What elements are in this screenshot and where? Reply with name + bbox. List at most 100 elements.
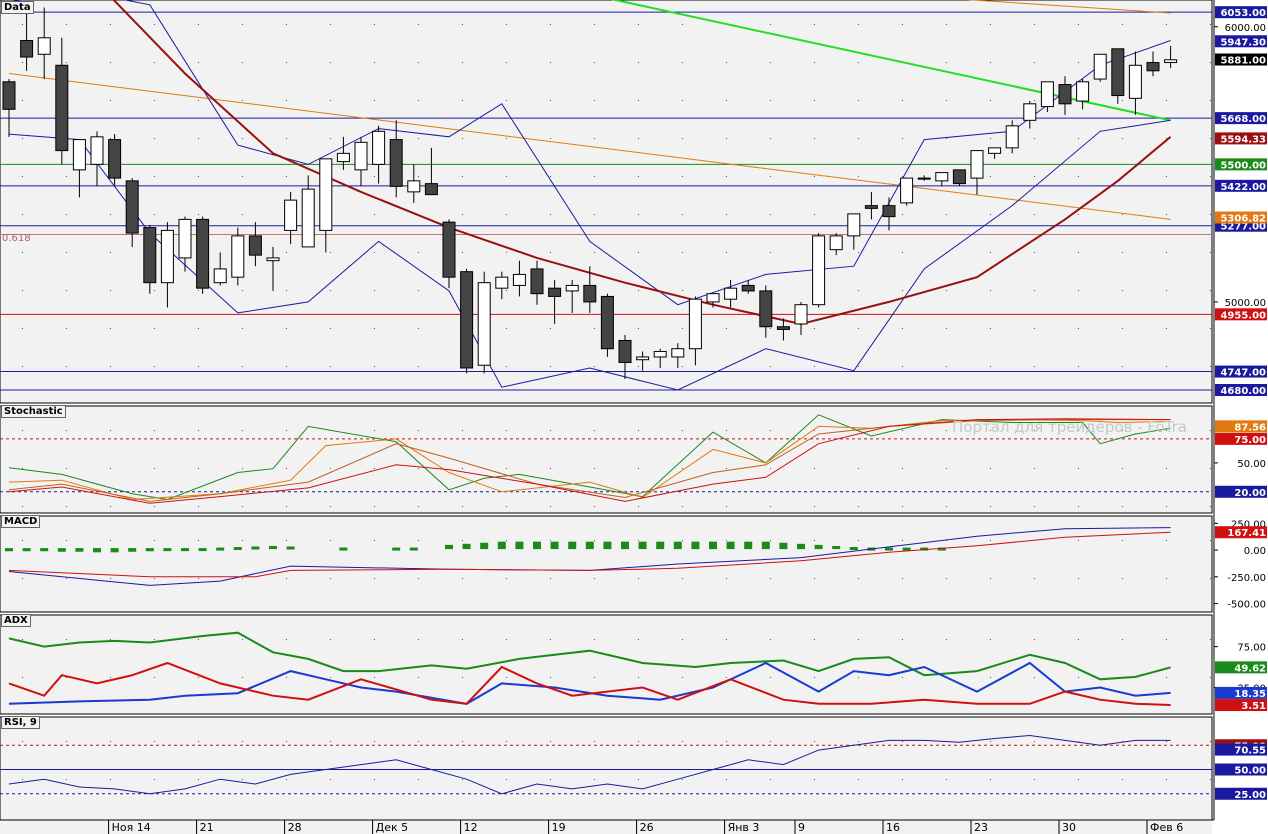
macd-histogram-bar [568,541,577,550]
macd-histogram-bar [198,548,207,552]
macd-histogram-bar [550,541,559,550]
stoch-level-tag-bg [1215,432,1267,445]
adx-value-tag-bg [1215,686,1267,699]
candle [442,221,456,278]
candle [952,169,966,185]
macd-signal-line [8,531,1171,578]
candle [812,235,826,306]
macd-line [8,527,1171,586]
macd-histogram-bar [638,541,647,550]
rsi-value-tag: 70.55 [1234,746,1266,757]
candle [372,130,386,165]
macd-histogram-bar [779,542,788,550]
stochastic-panel-grid-dots [22,430,1211,507]
macd-histogram-bar [480,542,489,550]
macd-panel-grid-dots [22,540,1211,579]
macd-histogram-bar [797,543,805,550]
candle [2,81,16,110]
stoch-line-3 [8,418,1171,504]
x-tick-label: 19 [552,821,566,834]
x-tick-label: 21 [200,821,214,834]
x-tick-label: Дек 5 [376,821,409,834]
macd-axis-label: 0.00 [1244,546,1266,557]
macd-axis-label: -500.00 [1227,600,1266,611]
bollinger-upper [8,0,1171,306]
macd-histogram-bar [849,547,858,551]
macd-axis-label: 250.00 [1231,519,1266,530]
candle [882,205,896,218]
candle [1128,64,1142,99]
rsi-level-tag-bg [1215,787,1267,800]
rsi-level-tag-bg [1215,763,1267,776]
candle [20,40,34,58]
fib-level-label: 0.618 [2,233,31,244]
candle [196,218,210,289]
price-tag-bg [1215,211,1267,224]
candle [37,37,51,55]
x-tick-label: 12 [464,821,478,834]
x-tick-label: Янв 3 [728,821,760,834]
price-tag-bg [1215,35,1267,48]
macd-axis-label: -250.00 [1227,573,1266,584]
macd-value-tag-bg [1215,526,1267,539]
candle [1058,84,1072,105]
price-level-tag: 4747.00 [1220,368,1266,379]
orange-trend-line-1 [965,0,1171,14]
price-level-tag-bg [1215,383,1267,396]
candle [794,304,808,325]
price-level-tag-bg [1215,365,1267,378]
candle [301,188,315,248]
price-tag: 5881.00 [1220,56,1266,67]
macd-histogram-bar [163,548,172,552]
adx-line-2 [8,661,1171,706]
price-tag: 5306.82 [1220,214,1266,225]
price-tag-bg [1215,53,1267,66]
price-level-tag: 4955.00 [1220,310,1266,321]
panel-title-data: Data [1,1,34,14]
price-level-tag: 5277.00 [1220,222,1266,233]
price-level-tag: 5500.00 [1220,160,1266,171]
candle [776,326,790,330]
adx-value-tag-bg [1215,699,1267,712]
stoch-value-tag: 87.56 [1234,422,1266,433]
rsi-panel-bg [0,716,1213,821]
price-level-tag: 4680.00 [1220,386,1266,397]
orange-trend-line-0 [8,73,1171,220]
price-tag-bg [1215,132,1267,145]
price-level-tag: 5668.00 [1220,114,1266,125]
candle [724,287,738,300]
adx-value-tag: 18.35 [1234,689,1266,700]
adx-line-0 [8,631,1171,681]
candle [407,180,421,193]
candle [988,147,1002,154]
candle [741,284,755,292]
candle [143,227,157,284]
stoch-value-tag-bg [1215,420,1267,433]
macd-histogram-bar [251,546,260,550]
macd-histogram-bar [110,548,119,553]
candle [125,180,139,234]
macd-histogram-bar [286,546,295,550]
macd-histogram-bar [445,544,453,550]
candle [424,183,438,196]
candle [90,136,104,165]
macd-histogram-bar [93,548,101,553]
x-tick-label: 28 [288,821,302,834]
candle [530,268,544,295]
bollinger-lower [8,119,1171,391]
macd-histogram-bar [5,548,13,552]
candle [477,282,491,366]
macd-histogram-bar [621,541,629,550]
macd-histogram-bar [181,548,189,552]
candle [917,177,931,180]
macd-histogram-bar [603,541,612,550]
watermark: Портал для трейдеров - FoTra [952,418,1187,436]
stoch-line-0 [8,414,1171,501]
macd-histogram-bar [726,541,735,550]
moving-average [112,0,1172,326]
candle [1005,125,1019,149]
candle [688,298,702,350]
candle [847,213,861,237]
